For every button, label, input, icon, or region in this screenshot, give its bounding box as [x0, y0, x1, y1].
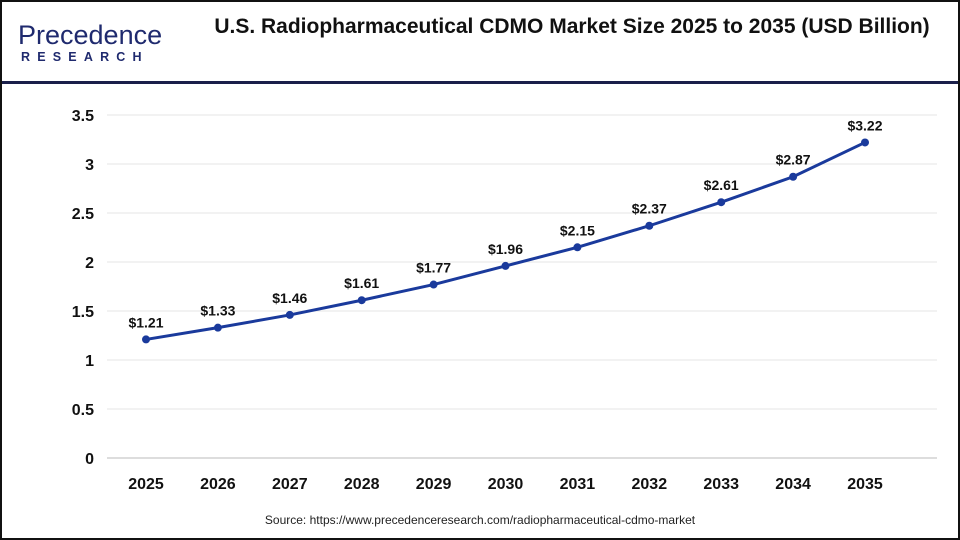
data-label: $1.77: [416, 260, 451, 276]
x-tick-label: 2027: [272, 476, 308, 493]
data-label: $2.61: [704, 177, 739, 193]
y-tick-label: 2: [85, 255, 94, 272]
data-point: [861, 138, 869, 147]
x-tick-label: 2030: [488, 476, 524, 493]
y-tick-label: 0: [85, 451, 94, 468]
x-tick-label: 2031: [560, 476, 596, 493]
data-point: [285, 310, 294, 319]
y-tick-label: 3.5: [72, 108, 94, 125]
data-point: [357, 296, 366, 305]
data-point: [645, 221, 654, 230]
precedence-research-logo: Precedence RESEARCH: [18, 20, 162, 64]
x-tick-label: 2029: [416, 476, 452, 493]
x-tick-label: 2033: [703, 476, 739, 493]
x-tick-label: 2032: [632, 476, 668, 493]
y-tick-label: 1.5: [72, 304, 94, 321]
x-tick-label: 2026: [200, 476, 236, 493]
y-tick-label: 3: [85, 157, 94, 174]
source-text: Source: https://www.precedenceresearch.c…: [264, 513, 696, 527]
data-point: [573, 243, 582, 252]
data-label: $2.15: [560, 222, 595, 238]
chart-title: U.S. Radiopharmaceutical CDMO Market Siz…: [214, 15, 930, 38]
x-tick-label: 2025: [128, 476, 164, 493]
data-label: $1.61: [344, 275, 379, 291]
y-tick-label: 1: [85, 353, 94, 370]
data-point: [142, 335, 150, 344]
data-label: $1.33: [200, 303, 235, 319]
data-label: $1.96: [488, 241, 523, 257]
y-tick-label: 2.5: [72, 206, 94, 223]
data-point: [429, 280, 438, 289]
data-point: [717, 198, 726, 207]
data-label: $2.87: [776, 152, 811, 168]
data-label: $1.21: [128, 314, 163, 330]
x-tick-label: 2035: [847, 476, 883, 493]
data-point: [789, 172, 798, 181]
logo-subtext: RESEARCH: [21, 50, 149, 64]
data-point: [501, 261, 510, 270]
x-tick-label: 2028: [344, 476, 380, 493]
y-tick-label: 0.5: [72, 402, 94, 419]
data-label: $1.46: [272, 290, 307, 306]
logo-text: Precedence: [18, 20, 163, 50]
data-point: [213, 323, 222, 332]
data-label: $2.37: [632, 201, 667, 217]
x-tick-label: 2034: [775, 476, 811, 493]
data-label: $3.22: [847, 117, 882, 133]
header-divider: [2, 81, 958, 84]
